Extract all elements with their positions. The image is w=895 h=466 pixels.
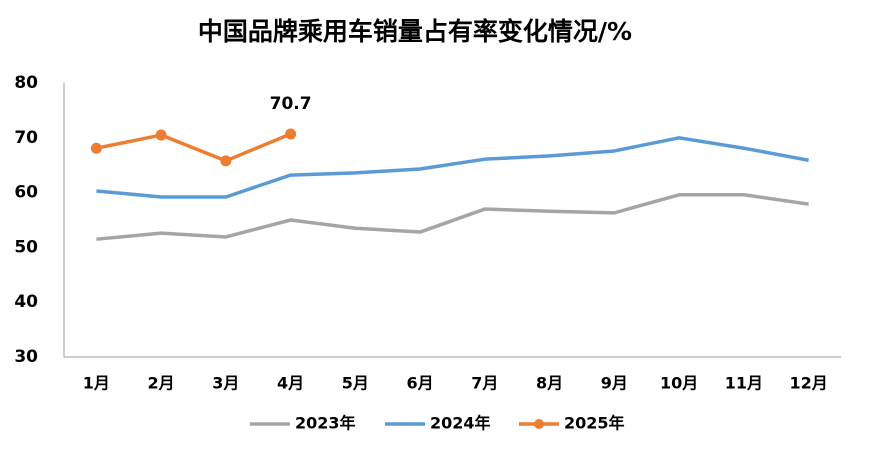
y-tick-label: 80	[14, 73, 38, 93]
y-tick-label: 40	[14, 292, 38, 312]
series-line	[96, 136, 809, 199]
y-tick-label: 70	[14, 128, 38, 148]
point	[90, 142, 102, 154]
series-line	[96, 193, 809, 241]
x-tick-label: 1月	[83, 374, 110, 393]
x-tick-label: 10月	[660, 374, 698, 393]
x-tick-label: 7月	[471, 374, 498, 393]
y-tick-label: 30	[14, 347, 38, 367]
x-tick-label: 6月	[407, 374, 434, 393]
point	[220, 155, 232, 167]
x-tick-label: 11月	[725, 374, 763, 393]
x-tick-label: 3月	[212, 374, 239, 393]
x-tick-label: 12月	[789, 374, 827, 393]
x-tick-label: 9月	[601, 374, 628, 393]
legend-label: 2025年	[564, 414, 625, 433]
x-tick-label: 5月	[342, 374, 369, 393]
x-tick-label: 4月	[277, 374, 304, 393]
data-label: 70.7	[270, 94, 312, 114]
legend-label: 2023年	[295, 414, 356, 433]
y-tick-label: 50	[14, 237, 38, 257]
x-tick-label: 2月	[148, 374, 175, 393]
point	[155, 129, 167, 141]
legend-label: 2024年	[430, 414, 491, 433]
point	[285, 128, 297, 140]
y-tick-label: 60	[14, 183, 38, 203]
x-tick-label: 8月	[536, 374, 563, 393]
legend-marker	[534, 419, 544, 429]
series-line	[96, 132, 292, 163]
chart-title: 中国品牌乘用车销量占有率变化情况/%	[198, 17, 632, 46]
